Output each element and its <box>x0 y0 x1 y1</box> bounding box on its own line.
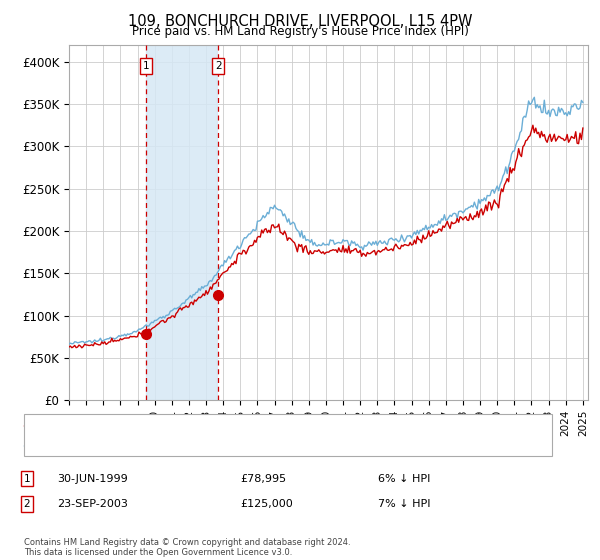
Text: 7% ↓ HPI: 7% ↓ HPI <box>378 499 431 509</box>
Text: 2: 2 <box>23 499 31 509</box>
Text: 1: 1 <box>143 61 149 71</box>
Text: 2: 2 <box>215 61 221 71</box>
Text: £125,000: £125,000 <box>240 499 293 509</box>
Text: £78,995: £78,995 <box>240 474 286 484</box>
Text: Price paid vs. HM Land Registry's House Price Index (HPI): Price paid vs. HM Land Registry's House … <box>131 25 469 38</box>
Text: Contains HM Land Registry data © Crown copyright and database right 2024.
This d: Contains HM Land Registry data © Crown c… <box>24 538 350 557</box>
Text: 30-JUN-1999: 30-JUN-1999 <box>57 474 128 484</box>
Text: 109, BONCHURCH DRIVE, LIVERPOOL, L15 4PW (detached house): 109, BONCHURCH DRIVE, LIVERPOOL, L15 4PW… <box>42 421 382 431</box>
Text: 6% ↓ HPI: 6% ↓ HPI <box>378 474 430 484</box>
Text: 1: 1 <box>23 474 31 484</box>
Text: 109, BONCHURCH DRIVE, LIVERPOOL, L15 4PW: 109, BONCHURCH DRIVE, LIVERPOOL, L15 4PW <box>128 14 472 29</box>
Text: HPI: Average price, detached house, Liverpool: HPI: Average price, detached house, Live… <box>42 440 283 450</box>
Text: —: — <box>22 418 38 433</box>
Text: 23-SEP-2003: 23-SEP-2003 <box>57 499 128 509</box>
Text: —: — <box>22 438 38 452</box>
